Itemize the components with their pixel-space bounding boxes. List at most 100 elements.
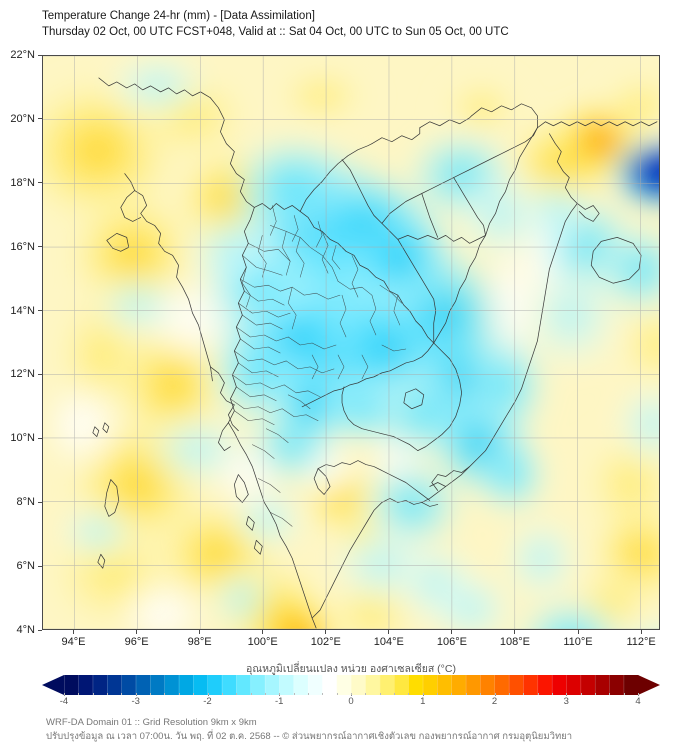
y-axis-tick-label: 20°N <box>10 112 35 125</box>
colorbar-band-divider <box>107 675 108 695</box>
y-axis-tick-label: 8°N <box>16 496 35 509</box>
colorbar-band-divider <box>465 675 467 695</box>
colorbar-minor-tick <box>437 693 439 695</box>
colorbar-band-divider <box>508 675 510 695</box>
colorbar-minor-tick <box>78 693 80 695</box>
x-axis-tick-label: 94°E <box>61 636 86 648</box>
colorbar-band <box>164 675 180 695</box>
colorbar-band <box>365 675 381 695</box>
y-axis-tick-label: 14°N <box>10 304 35 317</box>
colorbar-band <box>508 675 524 695</box>
colorbar-band <box>379 675 395 695</box>
y-axis-tick-label: 10°N <box>10 432 35 445</box>
coastline-overlay <box>92 77 658 629</box>
colorbar-band-divider <box>164 675 165 695</box>
colorbar-band <box>221 675 237 695</box>
colorbar-tick-label: 0 <box>348 696 354 707</box>
colorbar-band-divider <box>580 675 582 695</box>
colorbar-minor-tick <box>121 693 123 695</box>
colorbar-band-divider <box>322 675 323 695</box>
colorbar-band-divider <box>250 675 252 695</box>
colorbar-band <box>207 675 223 695</box>
y-axis-tick <box>38 54 42 56</box>
x-axis-tick <box>325 630 327 634</box>
colorbar-minor-tick <box>178 693 180 695</box>
colorbar-minor-tick <box>408 693 410 695</box>
colorbar-minor-tick <box>551 693 553 695</box>
y-axis-tick-label: 4°N <box>16 624 35 636</box>
colorbar-band-divider <box>523 675 524 695</box>
colorbar-band <box>135 675 151 695</box>
colorbar-tick-label: 1 <box>420 696 426 707</box>
colorbar-band-divider <box>609 675 610 695</box>
colorbar-minor-tick <box>135 693 137 695</box>
colorbar-band <box>480 675 495 695</box>
colorbar-band <box>336 675 352 695</box>
colorbar-minor-tick <box>623 693 625 695</box>
colorbar-minor-tick <box>638 693 639 695</box>
colorbar-band <box>264 675 280 695</box>
y-axis-tick <box>38 565 42 567</box>
colorbar-minor-tick <box>236 693 238 695</box>
temperature-change-heatmap <box>43 56 659 629</box>
colorbar-band-divider <box>365 675 366 695</box>
colorbar-band <box>394 675 409 695</box>
colorbar-minor-tick <box>336 693 338 695</box>
colorbar-band-divider <box>437 675 438 695</box>
y-axis-tick-label: 18°N <box>10 176 35 189</box>
colorbar-minor-tick <box>465 693 467 695</box>
colorbar-minor-tick <box>307 693 309 695</box>
colorbar-minor-tick <box>365 693 367 695</box>
colorbar-band <box>494 675 510 695</box>
x-axis-tick <box>451 630 453 634</box>
x-axis-tick <box>262 630 264 634</box>
colorbar-minor-tick <box>451 693 453 695</box>
colorbar-band <box>193 675 208 695</box>
colorbar-band-divider <box>135 675 137 695</box>
colorbar-minor-tick <box>609 693 611 695</box>
colorbar-band-divider <box>494 675 495 695</box>
x-axis-tick <box>514 630 516 634</box>
colorbar-band <box>322 675 338 695</box>
colorbar-band <box>293 675 309 695</box>
colorbar-minor-tick <box>150 693 152 695</box>
colorbar-band-divider <box>193 675 194 695</box>
colorbar-minor-tick <box>523 693 525 695</box>
y-axis-tick-label: 22°N <box>10 49 35 61</box>
colorbar-minor-tick <box>594 693 596 695</box>
colorbar-band <box>307 675 323 695</box>
map-plot-area[interactable] <box>42 55 660 630</box>
y-axis-tick <box>38 501 42 503</box>
colorbar-band <box>178 675 194 695</box>
colorbar[interactable]: อุณหภูมิเปลี่ยนแปลง หน่วย องศาเซลเซียส (… <box>42 660 660 712</box>
colorbar-band-divider <box>236 675 237 695</box>
colorbar-band-divider <box>264 675 266 695</box>
colorbar-band-divider <box>408 675 409 695</box>
colorbar-minor-tick <box>207 693 209 695</box>
colorbar-band <box>279 675 294 695</box>
colorbar-minor-tick <box>250 693 252 695</box>
colorbar-band-divider <box>293 675 295 695</box>
colorbar-band-divider <box>78 675 79 695</box>
colorbar-tick-label: -4 <box>59 696 69 707</box>
colorbar-band <box>551 675 567 695</box>
colorbar-band <box>78 675 94 695</box>
y-axis-tick <box>38 182 42 184</box>
colorbar-band <box>580 675 596 695</box>
colorbar-minor-tick <box>164 693 166 695</box>
y-axis-tick <box>38 118 42 120</box>
colorbar-minor-tick <box>221 693 223 695</box>
colorbar-extend-min <box>42 675 64 695</box>
colorbar-band-divider <box>537 675 539 695</box>
colorbar-minor-tick <box>494 693 496 695</box>
colorbar-band <box>92 675 108 695</box>
colorbar-band-divider <box>394 675 395 695</box>
colorbar-minor-tick <box>351 693 352 695</box>
colorbar-minor-tick <box>64 693 65 695</box>
y-axis-tick-label: 12°N <box>10 368 35 381</box>
colorbar-tick-label: -1 <box>275 696 284 707</box>
x-axis-tick <box>73 630 75 634</box>
colorbar-minor-tick <box>107 693 109 695</box>
x-axis-tick-label: 102°E <box>310 636 341 648</box>
x-axis-tick <box>640 630 642 634</box>
